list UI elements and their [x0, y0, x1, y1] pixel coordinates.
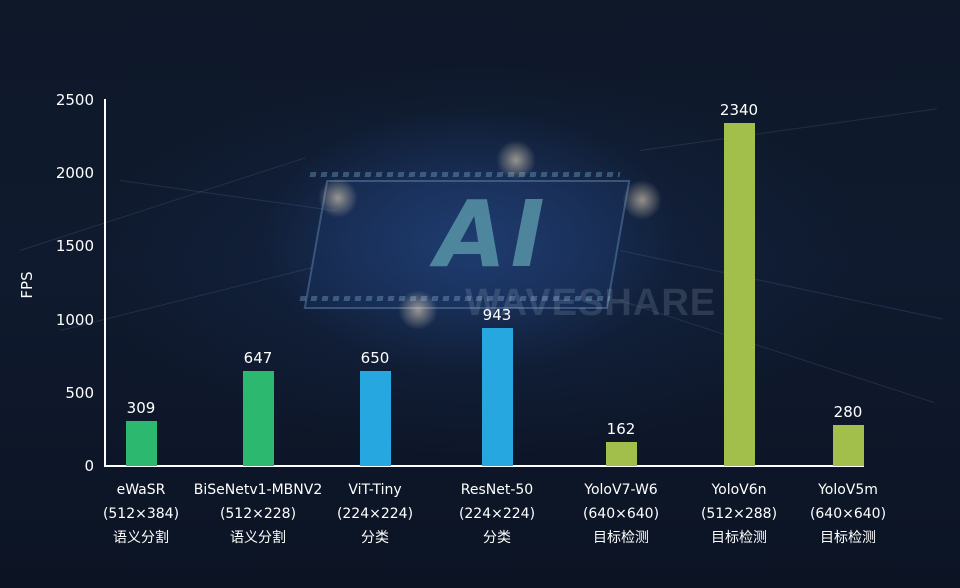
bar — [359, 370, 391, 466]
category-resolution: (224×224) — [336, 506, 414, 522]
bar-value-label: 943 — [482, 305, 512, 324]
x-category-label: BiSeNetv1-MBNV2 (512×228) 语义分割 — [183, 478, 333, 550]
bar — [605, 442, 637, 466]
y-tick-label: 1000 — [55, 310, 94, 329]
category-task: 目标检测 — [820, 530, 876, 546]
category-name: YoloV7-W6 — [584, 482, 658, 498]
category-resolution: (512×288) — [700, 506, 778, 522]
bar — [832, 425, 864, 466]
bar-value-label: 309 — [126, 398, 156, 417]
light-glow — [622, 180, 662, 220]
watermark: WAVESHARE — [465, 282, 717, 324]
y-tick-label: 500 — [65, 383, 94, 402]
bar — [125, 420, 157, 466]
y-tick-label: 2000 — [55, 164, 94, 183]
bar-value-label: 650 — [360, 348, 390, 367]
y-tick-label: 1500 — [55, 237, 94, 256]
light-glow — [496, 140, 536, 180]
y-axis-line — [104, 99, 106, 467]
category-name: YoloV5m — [818, 482, 878, 498]
bar-value-label: 647 — [243, 349, 273, 368]
light-glow — [398, 290, 438, 330]
y-tick-label: 2500 — [55, 91, 94, 109]
x-category-label: ViT-Tiny (224×224) 分类 — [300, 478, 450, 550]
x-category-label: YoloV5m (640×640) 目标检测 — [773, 478, 923, 550]
bar-value-label: 2340 — [719, 101, 759, 120]
bar-value-label: 162 — [606, 420, 636, 439]
category-resolution: (512×228) — [219, 506, 297, 522]
ai-logo: AI — [435, 181, 549, 288]
category-name: ResNet-50 — [460, 482, 534, 498]
category-name: ViT-Tiny — [348, 482, 402, 498]
y-tick-label: 0 — [84, 457, 94, 475]
category-name: BiSeNetv1-MBNV2 — [193, 482, 323, 498]
x-category-label: YoloV6n (512×288) 目标检测 — [664, 478, 814, 550]
y-axis-title: FPS — [18, 271, 36, 299]
light-glow — [318, 178, 358, 218]
x-category-label: YoloV7-W6 (640×640) 目标检测 — [546, 478, 696, 550]
bar — [481, 327, 513, 466]
category-resolution: (224×224) — [458, 506, 536, 522]
category-task: 目标检测 — [711, 530, 767, 546]
category-task: 分类 — [483, 530, 511, 546]
category-resolution: (512×384) — [102, 506, 180, 522]
category-name: eWaSR — [116, 482, 166, 498]
category-task: 分类 — [361, 530, 389, 546]
category-task: 语义分割 — [230, 530, 286, 546]
category-name: YoloV6n — [711, 482, 767, 498]
x-category-label: eWaSR (512×384) 语义分割 — [66, 478, 216, 550]
x-category-label: ResNet-50 (224×224) 分类 — [422, 478, 572, 550]
category-task: 语义分割 — [113, 530, 169, 546]
bar — [723, 123, 755, 466]
chip-pins — [309, 172, 621, 177]
category-resolution: (640×640) — [809, 506, 887, 522]
category-task: 目标检测 — [593, 530, 649, 546]
bar-value-label: 280 — [833, 403, 863, 421]
bar — [242, 371, 274, 466]
category-resolution: (640×640) — [582, 506, 660, 522]
x-axis-line — [104, 465, 864, 467]
